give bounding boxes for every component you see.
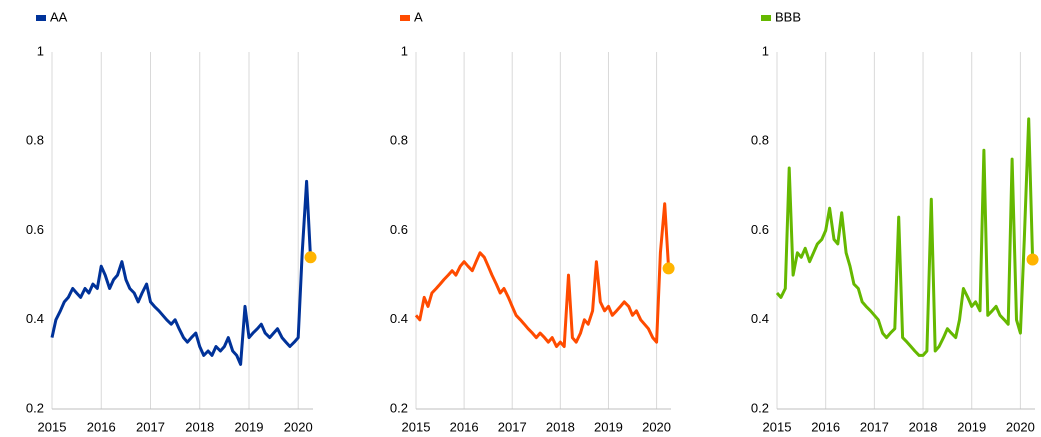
x-tick-label: 2020 <box>642 419 671 434</box>
y-tick-label: 0.6 <box>751 222 769 237</box>
y-tick-label: 0.2 <box>26 400 44 415</box>
x-tick-label: 2019 <box>594 419 623 434</box>
x-tick-label: 2015 <box>402 419 431 434</box>
x-tick-label: 2016 <box>87 419 116 434</box>
y-tick-label: 0.4 <box>390 311 408 326</box>
y-tick-label: 0.8 <box>390 133 408 148</box>
x-tick-label: 2016 <box>811 419 840 434</box>
x-tick-label: 2018 <box>546 419 575 434</box>
legend-swatch <box>761 15 771 21</box>
x-tick-label: 2017 <box>136 419 165 434</box>
y-tick-label: 0.6 <box>26 222 44 237</box>
x-tick-label: 2017 <box>498 419 527 434</box>
series-line <box>775 117 1035 357</box>
latest-point <box>1026 253 1039 266</box>
legend-swatch <box>36 15 46 21</box>
x-tick-label: 2016 <box>450 419 479 434</box>
x-tick-label: 2018 <box>185 419 214 434</box>
latest-point <box>304 251 317 264</box>
x-tick-label: 2017 <box>860 419 889 434</box>
y-tick-label: 0.2 <box>390 400 408 415</box>
legend-swatch <box>400 15 410 21</box>
y-tick-label: 0.8 <box>751 133 769 148</box>
x-tick-label: 2020 <box>1006 419 1035 434</box>
y-tick-label: 1 <box>762 43 769 58</box>
x-tick-label: 2015 <box>38 419 67 434</box>
y-tick-label: 0.8 <box>26 133 44 148</box>
x-tick-label: 2018 <box>909 419 938 434</box>
y-tick-label: 1 <box>401 43 408 58</box>
y-tick-label: 0.6 <box>390 222 408 237</box>
x-tick-label: 2019 <box>957 419 986 434</box>
x-tick-label: 2019 <box>235 419 264 434</box>
y-tick-label: 0.2 <box>751 400 769 415</box>
y-tick-label: 1 <box>37 43 44 58</box>
legend-label: AA <box>50 9 68 24</box>
x-tick-label: 2020 <box>284 419 313 434</box>
series-line <box>414 202 671 348</box>
y-tick-label: 0.4 <box>26 311 44 326</box>
x-tick-label: 2015 <box>763 419 792 434</box>
y-tick-label: 0.4 <box>751 311 769 326</box>
series-line <box>50 179 312 366</box>
latest-point <box>662 262 675 275</box>
legend-label: BBB <box>775 9 801 24</box>
legend-label: A <box>414 9 423 24</box>
